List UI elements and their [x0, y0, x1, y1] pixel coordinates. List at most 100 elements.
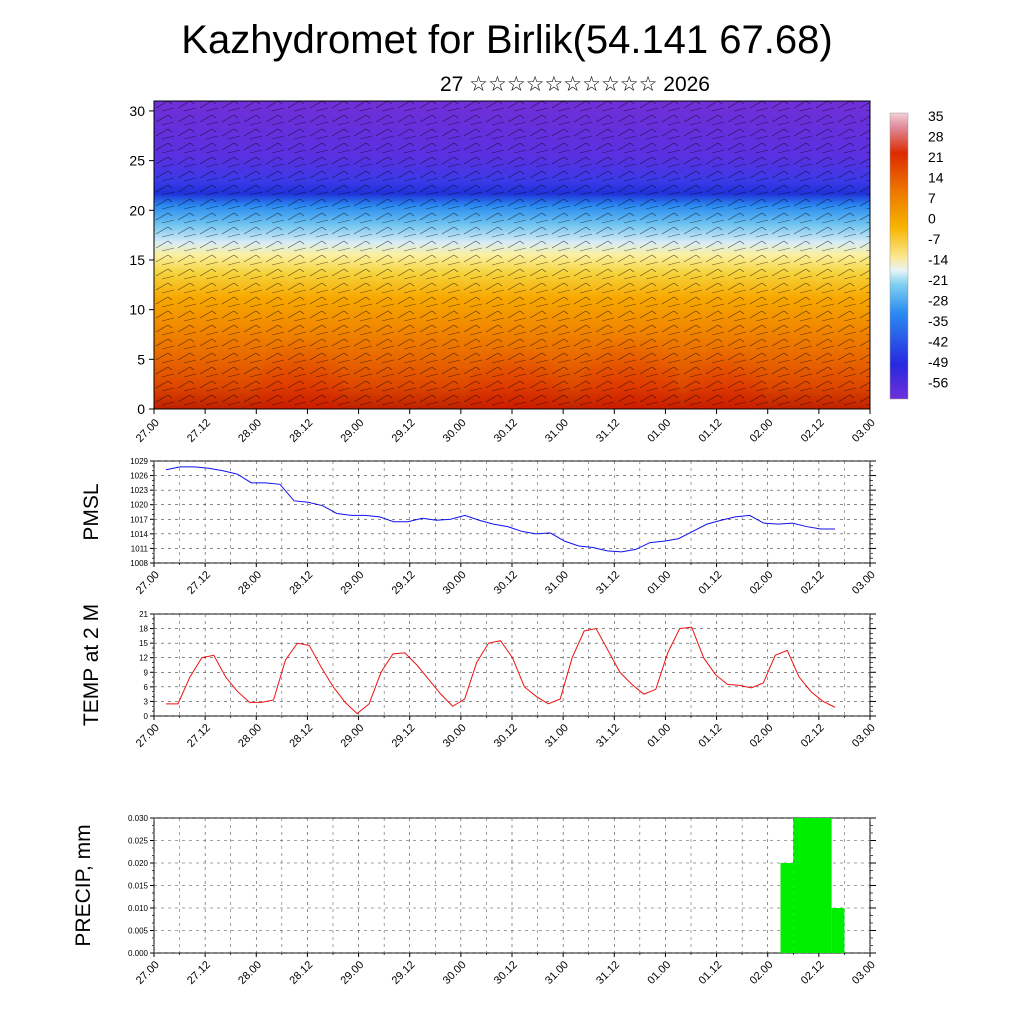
- x-tick-label: 02.12: [799, 722, 827, 750]
- y-tick-label: 0.000: [128, 949, 149, 958]
- x-tick-label: 31.12: [594, 417, 622, 445]
- x-tick-label: 28.12: [287, 417, 315, 445]
- y-tick-label: 12: [139, 654, 148, 663]
- y-tick-label: 20: [129, 202, 145, 218]
- x-tick-label: 29.00: [338, 417, 366, 445]
- y-tick-label: 21: [139, 610, 148, 619]
- x-tick-label: 03.00: [850, 569, 878, 597]
- pmsl-line: [165, 466, 835, 553]
- x-tick-label: 01.00: [645, 417, 673, 445]
- y-tick-label: 1011: [131, 544, 149, 553]
- x-tick-label: 28.12: [287, 722, 315, 750]
- x-tick-label: 01.12: [696, 417, 724, 445]
- y-tick-label: 1017: [130, 515, 148, 524]
- colorbar-label: -7: [928, 231, 941, 247]
- x-tick-label: 01.00: [645, 959, 673, 987]
- x-tick-label: 02.12: [799, 417, 827, 445]
- x-tick-label: 30.00: [441, 417, 469, 445]
- heatmap-x-axis: 27.00 27.12 28.00 28.12 29.00 29.12 30.00 30.12…: [134, 409, 878, 445]
- x-tick-label: 29.00: [338, 722, 366, 750]
- temp-panel: 0 3 6 9 12 15 18 21 27.00 27.12 28.00 28.12 29.00 29.…: [80, 604, 878, 750]
- x-tick-label: 02.00: [748, 417, 776, 445]
- x-tick-label: 03.00: [850, 959, 878, 987]
- x-tick-label: 27.00: [134, 722, 162, 750]
- x-tick-label: 30.12: [492, 722, 520, 750]
- x-tick-label: 28.00: [236, 569, 264, 597]
- y-tick-label: 3: [144, 697, 149, 706]
- x-tick-label: 27.12: [185, 959, 213, 987]
- y-tick-label: 1023: [130, 486, 148, 495]
- y-tick-label: 0: [137, 401, 145, 417]
- colorbar: [889, 112, 909, 400]
- x-tick-label: 27.12: [185, 722, 213, 750]
- x-tick-label: 28.12: [287, 569, 315, 597]
- x-tick-label: 27.00: [134, 417, 162, 445]
- colorbar-label: -21: [928, 272, 948, 288]
- x-tick-label: 31.12: [594, 959, 622, 987]
- x-tick-label: 31.12: [594, 722, 622, 750]
- y-tick-label: 9: [144, 668, 149, 677]
- x-tick-label: 29.12: [390, 569, 418, 597]
- x-tick-label: 28.00: [236, 959, 264, 987]
- y-tick-label: 0.010: [128, 904, 149, 913]
- precip-panel: 0.000 0.005 0.010 0.015 0.020 0.025 0.030 27.00…: [72, 814, 878, 987]
- x-tick-label: 31.00: [543, 722, 571, 750]
- y-tick-label: 0.020: [128, 859, 149, 868]
- colorbar-label: -35: [928, 313, 948, 329]
- y-tick-label: 1026: [130, 472, 148, 481]
- chart-subtitle: 27 ☆☆☆☆☆☆☆☆☆☆ 2026: [439, 73, 710, 96]
- colorbar-label: -49: [928, 354, 948, 370]
- y-tick-label: 0.030: [128, 814, 149, 823]
- y-axis-title: PMSL: [80, 483, 103, 540]
- chart-title: Kazhydromet for Birlik(54.141 67.68): [181, 18, 833, 62]
- x-tick-label: 01.00: [645, 722, 673, 750]
- x-tick-label: 31.00: [543, 959, 571, 987]
- x-tick-label: 29.00: [338, 569, 366, 597]
- y-tick-label: 1008: [130, 559, 148, 568]
- x-tick-label: 27.00: [134, 569, 162, 597]
- x-tick-label: 30.12: [492, 959, 520, 987]
- colorbar-label: 28: [928, 129, 944, 145]
- x-tick-label: 03.00: [850, 722, 878, 750]
- y-tick-label: 30: [129, 103, 145, 119]
- y-tick-label: 10: [129, 302, 145, 318]
- x-tick-label: 03.00: [850, 417, 878, 445]
- x-tick-label: 30.00: [441, 959, 469, 987]
- y-tick-label: 25: [129, 153, 145, 169]
- colorbar-label: -28: [928, 293, 948, 309]
- x-tick-label: 28.12: [287, 959, 315, 987]
- x-tick-label: 01.12: [696, 959, 724, 987]
- x-tick-label: 02.12: [799, 569, 827, 597]
- x-tick-label: 27.12: [185, 417, 213, 445]
- colorbar-label: 0: [928, 211, 936, 227]
- temp-line: [166, 626, 836, 715]
- colorbar-label: -56: [928, 375, 948, 391]
- x-tick-label: 01.00: [645, 569, 673, 597]
- x-tick-label: 02.12: [799, 959, 827, 987]
- heatmap-y-axis: 0 5 10 15 20 25 30: [129, 103, 154, 417]
- x-tick-label: 01.12: [696, 722, 724, 750]
- colorbar-labels: 35 28 21 14 7 0 -7 -14 -21 -28 -35 -42 -49 -56: [928, 108, 948, 391]
- x-tick-label: 30.12: [492, 417, 520, 445]
- y-tick-label: 0.015: [128, 882, 149, 891]
- y-tick-label: 0.005: [128, 927, 149, 936]
- colorbar-label: -42: [928, 334, 948, 350]
- x-tick-label: 29.12: [390, 417, 418, 445]
- x-tick-label: 29.12: [390, 959, 418, 987]
- colorbar-label: 14: [928, 170, 944, 186]
- x-tick-label: 29.00: [338, 959, 366, 987]
- x-tick-label: 28.00: [236, 722, 264, 750]
- x-tick-label: 27.00: [134, 959, 162, 987]
- y-tick-label: 0: [144, 712, 149, 721]
- colorbar-label: 35: [928, 108, 944, 124]
- x-tick-label: 02.00: [748, 722, 776, 750]
- x-tick-label: 27.12: [185, 569, 213, 597]
- y-tick-label: 1029: [130, 457, 148, 466]
- x-tick-label: 01.12: [696, 569, 724, 597]
- y-tick-label: 1020: [130, 501, 148, 510]
- x-tick-label: 31.00: [543, 417, 571, 445]
- precip-bar: [793, 818, 832, 953]
- x-tick-label: 02.00: [748, 569, 776, 597]
- y-tick-label: 18: [139, 625, 148, 634]
- x-tick-label: 29.12: [390, 722, 418, 750]
